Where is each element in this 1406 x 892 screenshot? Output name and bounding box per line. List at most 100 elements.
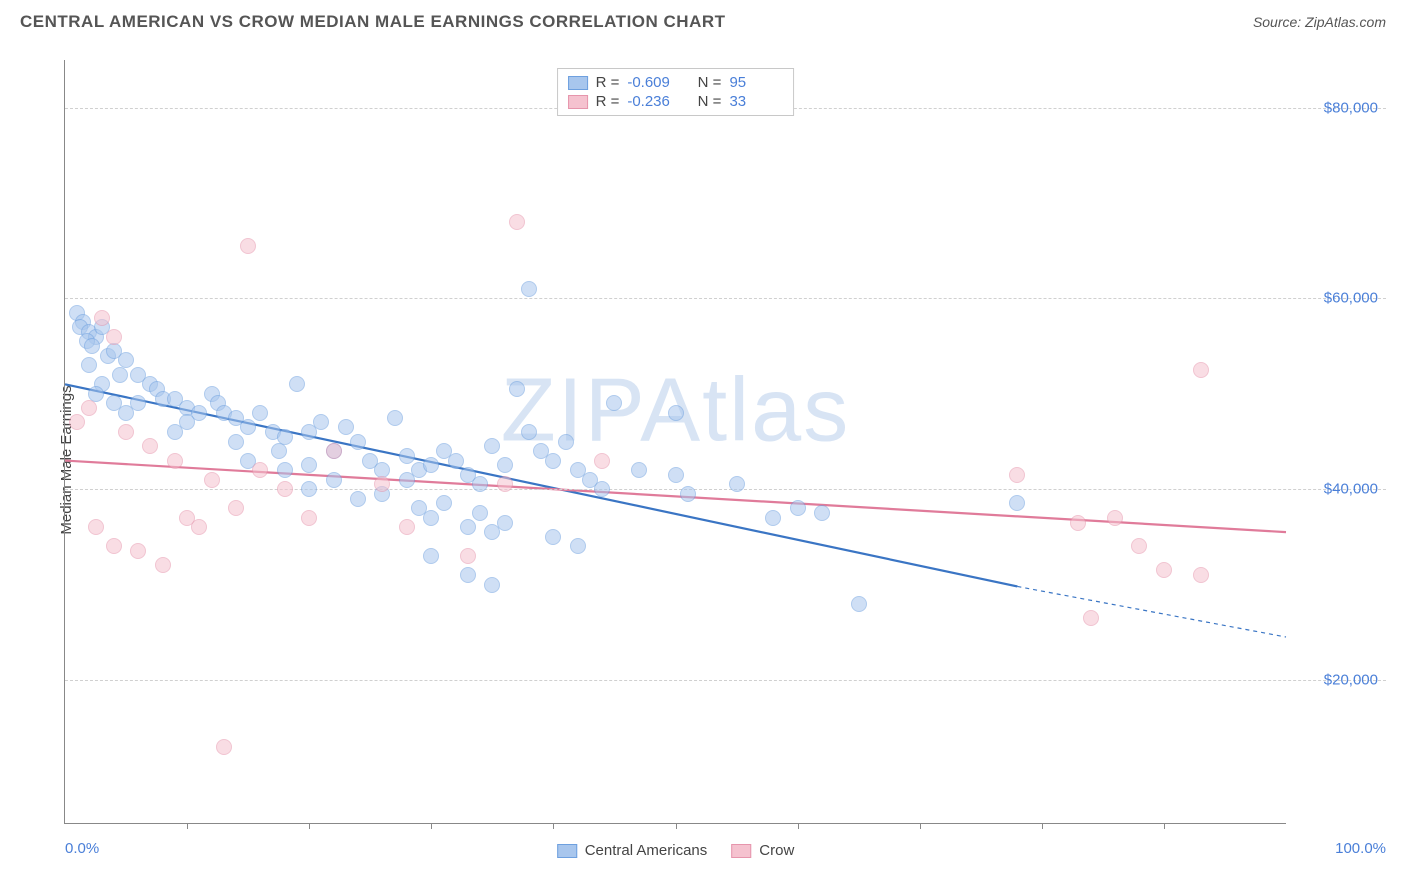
scatter-point <box>191 519 207 535</box>
legend-correlation-box: R = -0.609 N = 95R = -0.236 N = 33 <box>557 68 795 116</box>
scatter-point <box>484 438 500 454</box>
x-axis-label-min: 0.0% <box>65 840 99 857</box>
y-tick-label: $40,000 <box>1294 481 1378 498</box>
scatter-point <box>167 453 183 469</box>
x-tick <box>798 823 799 829</box>
scatter-point <box>1009 467 1025 483</box>
scatter-point <box>570 538 586 554</box>
scatter-point <box>472 476 488 492</box>
legend-r-value: -0.236 <box>627 93 681 110</box>
scatter-point <box>765 510 781 526</box>
legend-swatch <box>568 95 588 109</box>
legend-swatch <box>557 844 577 858</box>
chart-title: CENTRAL AMERICAN VS CROW MEDIAN MALE EAR… <box>20 12 726 32</box>
gridline <box>65 680 1386 681</box>
scatter-point <box>130 543 146 559</box>
scatter-point <box>326 472 342 488</box>
scatter-point <box>509 214 525 230</box>
scatter-point <box>313 414 329 430</box>
legend-correlation-row: R = -0.609 N = 95 <box>568 73 784 92</box>
x-tick <box>187 823 188 829</box>
legend-n-label: N = <box>689 93 721 110</box>
scatter-point <box>112 367 128 383</box>
scatter-point <box>558 434 574 450</box>
scatter-point <box>301 481 317 497</box>
gridline <box>65 489 1386 490</box>
scatter-point <box>423 548 439 564</box>
scatter-point <box>1193 362 1209 378</box>
scatter-point <box>423 457 439 473</box>
scatter-point <box>1193 567 1209 583</box>
scatter-point <box>497 457 513 473</box>
legend-swatch <box>731 844 751 858</box>
scatter-point <box>1131 538 1147 554</box>
scatter-point <box>228 434 244 450</box>
scatter-point <box>1070 515 1086 531</box>
legend-series-item: Crow <box>731 842 794 859</box>
scatter-point <box>350 434 366 450</box>
x-tick <box>309 823 310 829</box>
scatter-point <box>521 424 537 440</box>
scatter-point <box>69 414 85 430</box>
scatter-point <box>631 462 647 478</box>
legend-correlation-row: R = -0.236 N = 33 <box>568 92 784 111</box>
scatter-point <box>399 519 415 535</box>
scatter-point <box>545 453 561 469</box>
scatter-point <box>814 505 830 521</box>
scatter-point <box>81 357 97 373</box>
x-tick <box>920 823 921 829</box>
scatter-point <box>88 519 104 535</box>
scatter-point <box>1107 510 1123 526</box>
scatter-point <box>1083 610 1099 626</box>
scatter-point <box>472 505 488 521</box>
y-tick-label: $20,000 <box>1294 671 1378 688</box>
scatter-point <box>106 395 122 411</box>
y-tick-label: $60,000 <box>1294 290 1378 307</box>
gridline <box>65 298 1386 299</box>
scatter-point <box>497 515 513 531</box>
x-tick <box>1042 823 1043 829</box>
plot-area: ZIPAtlas R = -0.609 N = 95R = -0.236 N =… <box>64 60 1286 824</box>
scatter-point <box>509 381 525 397</box>
y-tick-label: $80,000 <box>1294 99 1378 116</box>
scatter-point <box>399 472 415 488</box>
x-tick <box>1164 823 1165 829</box>
scatter-point <box>81 400 97 416</box>
scatter-point <box>228 500 244 516</box>
legend-series: Central Americans Crow <box>557 842 795 859</box>
chart-container: Median Male Earnings ZIPAtlas R = -0.609… <box>20 48 1386 872</box>
scatter-point <box>216 739 232 755</box>
scatter-point <box>374 476 390 492</box>
legend-n-label: N = <box>689 74 721 91</box>
scatter-point <box>436 495 452 511</box>
scatter-point <box>350 491 366 507</box>
scatter-point <box>240 419 256 435</box>
scatter-point <box>106 538 122 554</box>
scatter-point <box>521 281 537 297</box>
scatter-point <box>277 481 293 497</box>
scatter-point <box>118 424 134 440</box>
scatter-point <box>271 443 287 459</box>
scatter-point <box>326 443 342 459</box>
legend-n-value: 95 <box>729 74 783 91</box>
scatter-point <box>484 577 500 593</box>
scatter-point <box>790 500 806 516</box>
scatter-point <box>460 567 476 583</box>
scatter-point <box>204 472 220 488</box>
scatter-point <box>851 596 867 612</box>
legend-swatch <box>568 76 588 90</box>
scatter-point <box>460 519 476 535</box>
x-axis-label-max: 100.0% <box>1335 840 1386 857</box>
legend-r-value: -0.609 <box>627 74 681 91</box>
scatter-point <box>668 405 684 421</box>
scatter-point <box>277 462 293 478</box>
x-tick <box>676 823 677 829</box>
scatter-point <box>448 453 464 469</box>
source-label: Source: ZipAtlas.com <box>1253 14 1386 30</box>
scatter-point <box>460 548 476 564</box>
scatter-point <box>252 405 268 421</box>
legend-series-label: Central Americans <box>585 842 708 859</box>
legend-n-value: 33 <box>729 93 783 110</box>
scatter-point <box>240 238 256 254</box>
scatter-point <box>84 338 100 354</box>
